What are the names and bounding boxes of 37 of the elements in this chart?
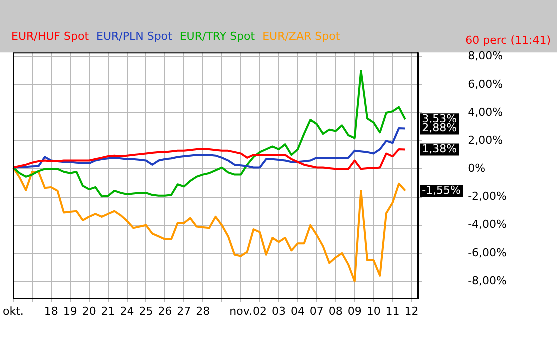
x-tick-label: okt. — [2, 304, 24, 318]
y-tick-label: 6,00% — [468, 78, 504, 91]
x-tick-label: 27 — [177, 304, 192, 318]
x-tick-label: 09 — [348, 304, 362, 318]
annotation: 2,88% — [422, 122, 458, 135]
y-tick-label: -8,00% — [468, 274, 508, 288]
x-tick-label: 08 — [328, 304, 343, 318]
y-tick-label: -2,00% — [468, 190, 508, 204]
text: EUR/TRY Spot — [180, 30, 256, 43]
y-tick-label: 4,00% — [468, 106, 504, 119]
annotation: 1,38% — [422, 142, 458, 156]
x-tick-label: 21 — [101, 304, 116, 318]
x-tick-label: 07 — [310, 304, 324, 318]
text: EUR/ZAR Spot — [262, 30, 341, 43]
y-tick-label: -4,00% — [468, 218, 508, 232]
text: -1,55% — [422, 184, 462, 197]
y-tick-label: 0% — [468, 162, 486, 176]
x-tick-label: nov. — [230, 304, 252, 318]
y-tick-label: -6,00% — [468, 246, 508, 260]
x-tick-label: 04 — [290, 304, 305, 318]
x-tick-label: 11 — [386, 304, 400, 318]
x-tick-label: 02 — [253, 304, 268, 318]
x-tick-label: 28 — [196, 304, 210, 318]
y-tick-label: 8,00% — [468, 50, 504, 63]
x-tick-label: 25 — [139, 304, 154, 318]
x-tick-label: 10 — [366, 304, 381, 318]
x-tick-label: 19 — [63, 304, 78, 318]
y-tick-label: 2,00% — [468, 134, 504, 147]
text: EUR/PLN Spot — [96, 30, 174, 43]
x-tick-label: 24 — [120, 304, 134, 318]
x-tick-label: 26 — [158, 304, 172, 318]
text: EUR/HUF Spot — [12, 30, 90, 43]
x-tick-label: 18 — [44, 304, 58, 318]
text: 60 perc (11:41) — [466, 34, 551, 47]
x-tick-label: 12 — [404, 304, 419, 318]
x-tick-label: 20 — [82, 304, 96, 318]
x-tick-label: 03 — [272, 304, 286, 318]
